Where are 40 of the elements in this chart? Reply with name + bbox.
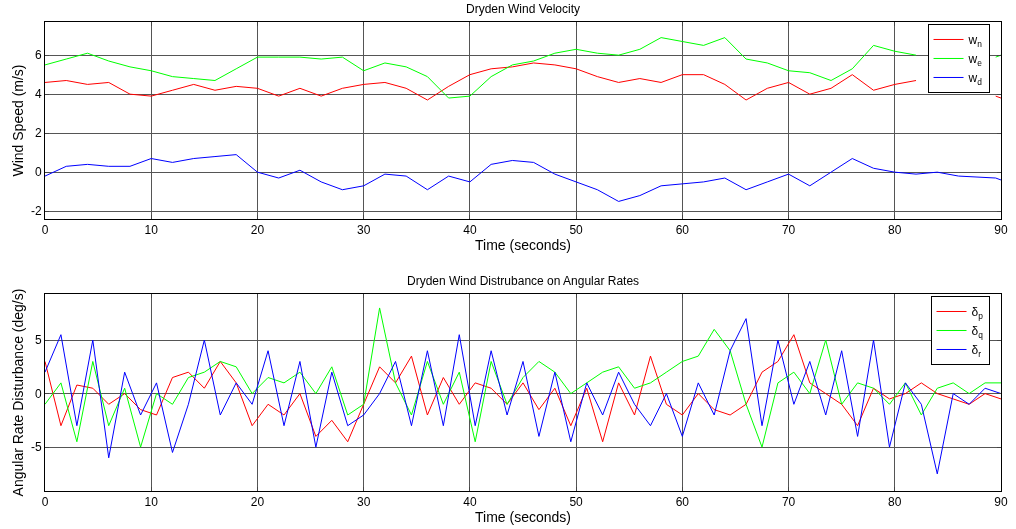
y-axis-title: Angular Rate Disturbance (deg/s) — [9, 288, 26, 497]
series-label: w$_{e}$ — [967, 52, 983, 68]
x-tick-label: 30 — [356, 223, 371, 238]
x-tick-label: 80 — [888, 495, 902, 510]
x-tick-label: 90 — [994, 495, 1008, 510]
x-tick-label: 70 — [781, 223, 796, 238]
x-axis-title: Time (seconds) — [475, 237, 571, 254]
legend-label: δ$_{p}$ — [971, 305, 984, 321]
x-tick-label: 10 — [144, 495, 159, 510]
y-tick-label: -5 — [30, 440, 42, 455]
y-tick-label: 0 — [34, 165, 42, 180]
y-tick-label: 4 — [34, 87, 42, 102]
x-tick-label: 40 — [463, 495, 477, 510]
x-tick-label: 50 — [569, 495, 584, 510]
x-axis-title: Time (seconds) — [475, 509, 571, 526]
line-series — [45, 154, 1001, 202]
y-tick-label: 5 — [34, 333, 42, 348]
x-tick-label: 50 — [569, 223, 584, 238]
x-tick-label: 20 — [250, 223, 265, 238]
legend-label: w$_{n}$ — [967, 33, 983, 49]
x-tick-label: 90 — [994, 223, 1008, 238]
y-tick-label: 2 — [34, 126, 42, 141]
x-tick-label: 80 — [888, 223, 902, 238]
x-tick-label: 30 — [356, 495, 371, 510]
legend-label: w$_{d}$ — [967, 71, 983, 87]
y-tick-label: -2 — [30, 204, 42, 219]
x-tick-label: 70 — [781, 495, 796, 510]
x-tick-label: 40 — [463, 223, 477, 238]
chart-title: Dryden Wind Velocity — [466, 2, 581, 16]
legend-label: δ$_{q}$ — [971, 324, 984, 340]
x-tick-label: 60 — [675, 495, 690, 510]
x-tick-label: 20 — [250, 495, 265, 510]
y-tick-label: 6 — [34, 48, 42, 63]
chart-title: Dryden Wind Distrubance on Angular Rates — [407, 274, 640, 288]
y-axis-title: Wind Speed (m/s) — [9, 64, 26, 177]
x-tick-label: 10 — [144, 223, 159, 238]
line-series — [45, 307, 1001, 448]
x-tick-label: 60 — [675, 223, 690, 238]
legend-label: δ$_{r}$ — [971, 343, 982, 359]
y-tick-label: 0 — [34, 386, 42, 401]
